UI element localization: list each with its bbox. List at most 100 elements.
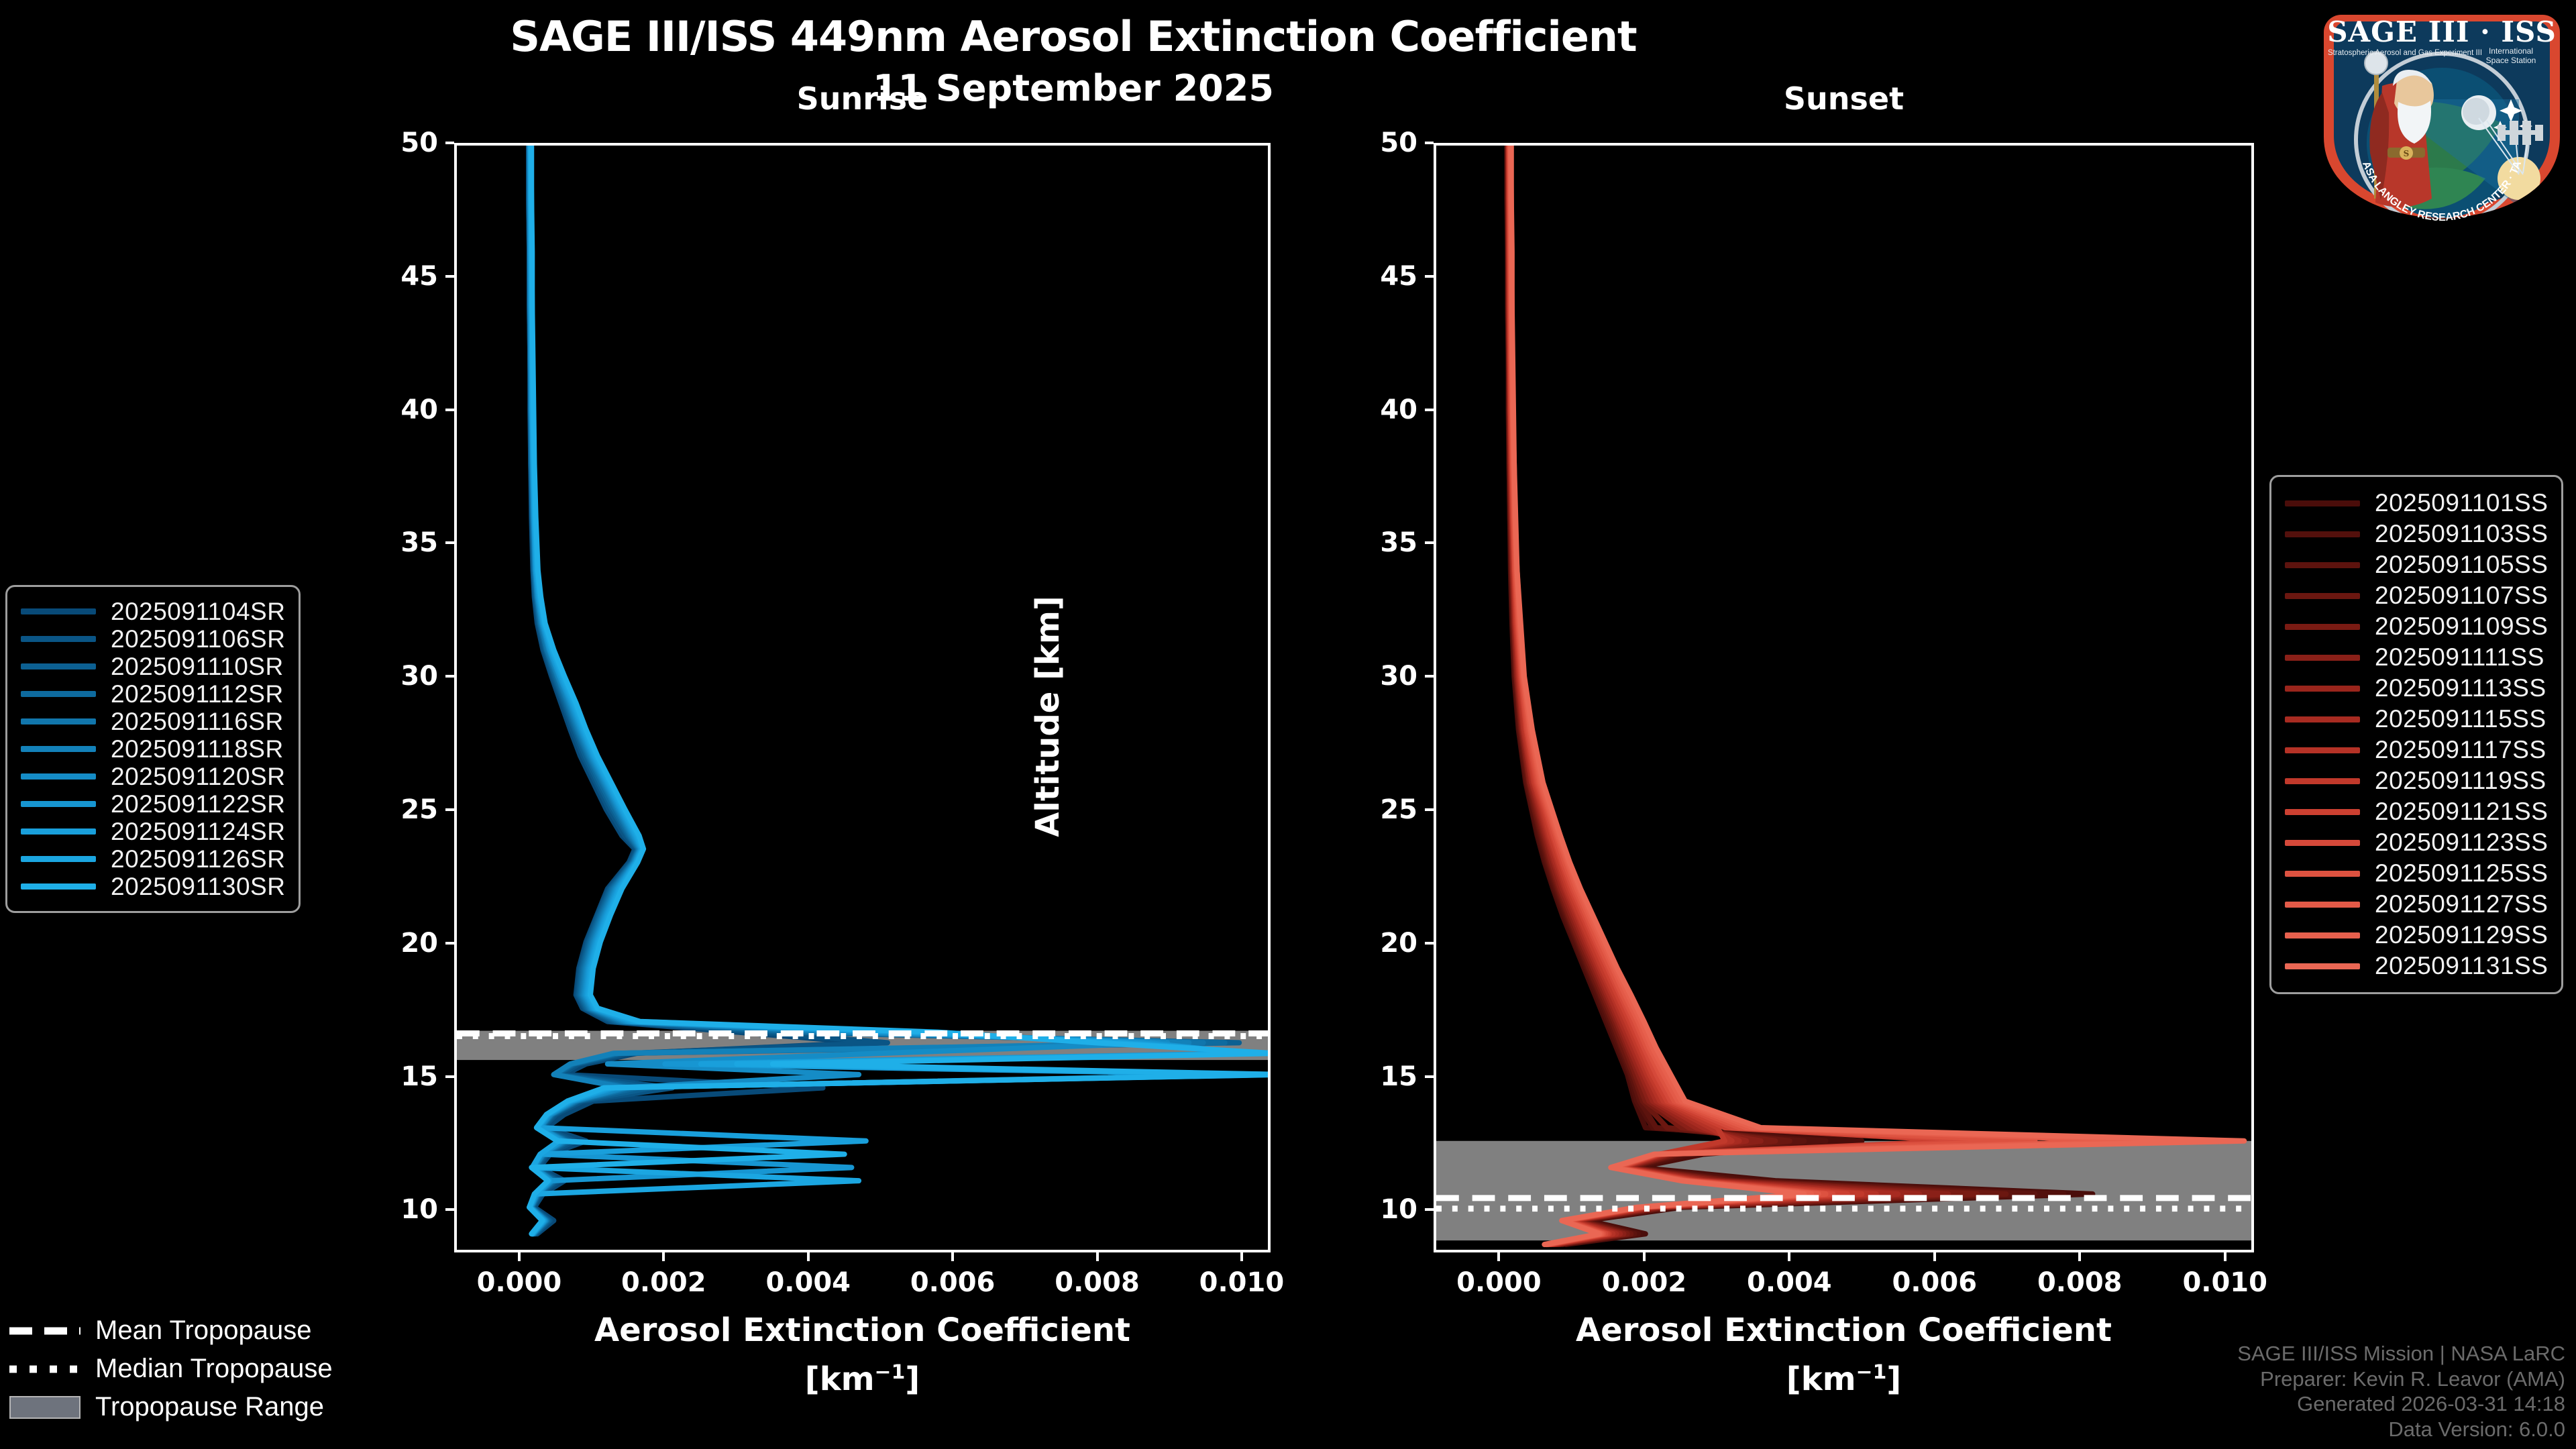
y-tick-mark: [1425, 541, 1434, 545]
legend-item-median-tropopause: Median Tropopause: [9, 1350, 333, 1388]
x-tick-label: 0.008: [1055, 1267, 1140, 1298]
legend-item[interactable]: 2025091127SS: [2285, 889, 2548, 920]
sunset-plot-area: [1434, 143, 2254, 1252]
x-tick-mark: [2078, 1252, 2082, 1261]
legend-item[interactable]: 2025091103SS: [2285, 519, 2548, 549]
legend-item[interactable]: 2025091115SS: [2285, 704, 2548, 735]
sunrise-plot-canvas: [457, 146, 1268, 1237]
y-tick-mark: [1425, 675, 1434, 678]
y-tick-label: 50: [1380, 127, 1417, 158]
legend-label: 2025091112SR: [111, 680, 284, 708]
legend-item[interactable]: 2025091131SS: [2285, 951, 2548, 981]
legend-item[interactable]: 2025091110SR: [21, 653, 285, 680]
legend-item[interactable]: 2025091106SR: [21, 625, 285, 653]
svg-text:Space Station: Space Station: [2486, 56, 2536, 65]
sunset-legend[interactable]: 2025091101SS 2025091103SS 2025091105SS 2025…: [2269, 475, 2564, 994]
legend-color-swatch: [21, 663, 96, 669]
page-title: SAGE III/ISS 449nm Aerosol Extinction Co…: [510, 12, 1637, 61]
profile-line: [1504, 146, 2096, 1248]
legend-item[interactable]: 2025091116SR: [21, 708, 285, 735]
legend-color-swatch: [21, 883, 96, 890]
tropopause-legend: Mean Tropopause Median Tropopause Tropop…: [9, 1311, 333, 1426]
legend-item[interactable]: 2025091112SR: [21, 680, 285, 708]
x-tick-mark: [951, 1252, 955, 1261]
legend-item[interactable]: 2025091122SR: [21, 790, 285, 818]
legend-item[interactable]: 2025091118SR: [21, 735, 285, 763]
y-tick-label: 10: [400, 1194, 438, 1226]
mean-tropopause-dash-icon: [9, 1324, 80, 1338]
legend-color-swatch: [21, 636, 96, 642]
legend-label: 2025091111SS: [2375, 643, 2544, 671]
legend-item[interactable]: 2025091107SS: [2285, 580, 2548, 611]
legend-item[interactable]: 2025091117SS: [2285, 735, 2548, 765]
legend-item-tropopause-range: Tropopause Range: [9, 1388, 333, 1426]
x-tick-mark: [1788, 1252, 1791, 1261]
legend-item[interactable]: 2025091109SS: [2285, 611, 2548, 642]
legend-label: Tropopause Range: [95, 1392, 324, 1421]
median-tropopause-dot-icon: [9, 1362, 80, 1377]
legend-label: 2025091130SR: [111, 872, 286, 900]
legend-item[interactable]: 2025091101SS: [2285, 488, 2548, 519]
profile-line: [1504, 146, 2067, 1248]
legend-item-mean-tropopause: Mean Tropopause: [9, 1311, 333, 1350]
y-tick-label: 10: [1380, 1194, 1417, 1226]
legend-color-swatch: [21, 608, 96, 614]
legend-label: 2025091115SS: [2375, 705, 2546, 733]
sunrise-plot-area: [454, 143, 1271, 1252]
legend-item[interactable]: 2025091121SS: [2285, 796, 2548, 827]
legend-label: 2025091107SS: [2375, 582, 2548, 609]
legend-color-swatch: [21, 801, 96, 807]
footer-line-version: Data Version: 6.0.0: [2388, 1417, 2565, 1442]
legend-label: 2025091118SR: [111, 735, 284, 763]
legend-label: 2025091126SR: [111, 845, 286, 873]
legend-item[interactable]: 2025091104SR: [21, 598, 285, 625]
legend-color-swatch: [21, 691, 96, 697]
svg-text:Stratospheric Aerosol and Gas: Stratospheric Aerosol and Gas Experiment…: [2328, 49, 2482, 57]
legend-color-swatch: [2285, 963, 2360, 969]
legend-color-swatch: [2285, 777, 2360, 784]
y-tick-mark: [1425, 941, 1434, 945]
legend-item[interactable]: 2025091119SS: [2285, 765, 2548, 796]
sunrise-legend[interactable]: 2025091104SR 2025091106SR 2025091110SR 2025…: [5, 585, 301, 913]
sunset-panel-title: Sunset: [1783, 80, 1904, 117]
legend-label: 2025091131SS: [2375, 952, 2548, 979]
y-tick-label: 35: [1380, 527, 1417, 559]
y-tick-mark: [1425, 808, 1434, 811]
y-tick-mark: [445, 274, 454, 278]
legend-item[interactable]: 2025091123SS: [2285, 827, 2548, 858]
legend-item[interactable]: 2025091125SS: [2285, 858, 2548, 889]
y-tick-mark: [445, 408, 454, 411]
legend-label: 2025091104SR: [111, 597, 286, 625]
x-tick-mark: [806, 1252, 810, 1261]
legend-item[interactable]: 2025091124SR: [21, 818, 285, 845]
legend-color-swatch: [2285, 685, 2360, 692]
x-tick-mark: [1933, 1252, 1936, 1261]
legend-color-swatch: [2285, 870, 2360, 877]
y-tick-label: 45: [400, 260, 438, 292]
x-tick-mark: [1642, 1252, 1646, 1261]
profile-line: [1505, 146, 1951, 1248]
legend-label: 2025091117SS: [2375, 736, 2546, 763]
y-tick-mark: [445, 675, 454, 678]
legend-item[interactable]: 2025091129SS: [2285, 920, 2548, 951]
legend-item[interactable]: 2025091105SS: [2285, 549, 2548, 580]
x-tick-mark: [1240, 1252, 1243, 1261]
legend-item[interactable]: 2025091126SR: [21, 845, 285, 873]
x-tick-label: 0.002: [621, 1267, 706, 1298]
legend-label: 2025091125SS: [2375, 859, 2548, 887]
legend-item[interactable]: 2025091130SR: [21, 873, 285, 900]
x-tick-label: 0.010: [1199, 1267, 1285, 1298]
legend-item[interactable]: 2025091111SS: [2285, 642, 2548, 673]
legend-label: 2025091106SR: [111, 625, 286, 653]
date-subtitle: 11 September 2025: [873, 67, 1274, 109]
legend-item[interactable]: 2025091120SR: [21, 763, 285, 790]
legend-label: 2025091101SS: [2375, 489, 2548, 517]
sunset-plot-canvas: [1436, 146, 2251, 1248]
legend-color-swatch: [21, 828, 96, 835]
legend-item[interactable]: 2025091113SS: [2285, 673, 2548, 704]
legend-color-swatch: [21, 856, 96, 862]
profile-line: [1507, 146, 2190, 1248]
x-tick-label: 0.002: [1601, 1267, 1687, 1298]
legend-label: 2025091105SS: [2375, 551, 2548, 578]
legend-color-swatch: [2285, 592, 2360, 599]
